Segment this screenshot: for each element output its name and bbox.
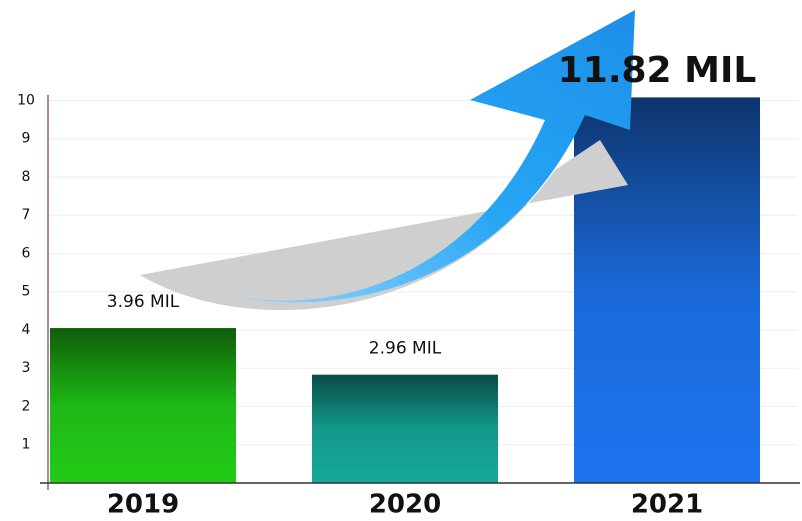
y-tick-label: 9 <box>22 131 31 147</box>
y-tick-label: 1 <box>22 437 31 453</box>
y-tick-label: 3 <box>22 360 31 376</box>
annotation: 11.82 MIL <box>558 50 757 91</box>
bar-shade <box>49 328 237 483</box>
y-tick-label: 7 <box>22 207 31 223</box>
y-tick-label: 6 <box>22 245 31 261</box>
x-tick-label: 2020 <box>369 490 441 520</box>
trend-arrow <box>140 10 635 311</box>
annotation: 2.96 MIL <box>369 339 442 359</box>
x-tick-label: 2021 <box>631 490 703 520</box>
bars <box>49 97 761 484</box>
y-tick-label: 10 <box>17 92 35 108</box>
annotation: 3.96 MIL <box>107 292 180 312</box>
arrow-shadow <box>140 140 628 311</box>
bar-shade <box>311 374 499 483</box>
x-tick-label: 2019 <box>107 490 179 520</box>
y-tick-label: 8 <box>22 169 31 185</box>
y-tick-label: 2 <box>22 398 31 414</box>
arrow <box>148 10 635 303</box>
y-tick-label: 4 <box>22 322 31 338</box>
y-tick-label: 5 <box>22 284 31 300</box>
